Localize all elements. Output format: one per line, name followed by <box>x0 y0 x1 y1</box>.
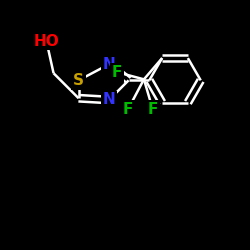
Text: F: F <box>123 102 133 117</box>
Text: HO: HO <box>34 34 59 48</box>
Text: F: F <box>148 102 158 117</box>
Text: S: S <box>73 73 84 88</box>
Text: N: N <box>102 92 115 108</box>
Text: F: F <box>112 65 122 80</box>
Text: N: N <box>102 57 115 72</box>
